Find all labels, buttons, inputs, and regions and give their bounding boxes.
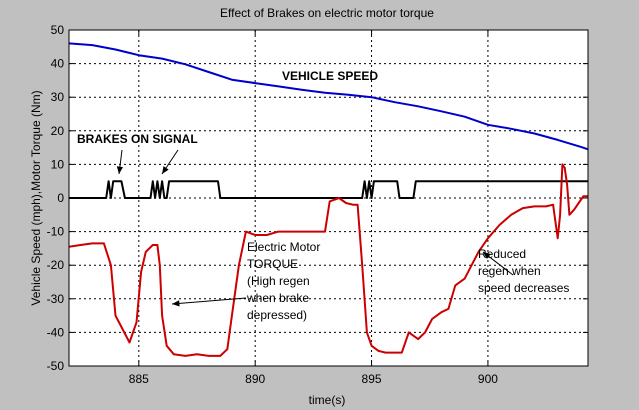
annotation-brakes: BRAKES ON SIGNAL bbox=[77, 132, 198, 146]
annotation-torque: (High regen bbox=[247, 274, 310, 288]
y-axis-label: Vehicle Speed (mph),Motor Torque (Nm) bbox=[29, 90, 43, 305]
y-tick-label: 0 bbox=[57, 191, 64, 205]
x-tick-label: 885 bbox=[129, 372, 149, 386]
y-tick-label: 50 bbox=[51, 23, 65, 37]
x-tick-label: 900 bbox=[478, 372, 498, 386]
annotation-torque: TORQUE bbox=[247, 257, 298, 271]
y-tick-label: -50 bbox=[47, 359, 65, 373]
series-line-speed bbox=[68, 42, 589, 151]
annotation-speed: VEHICLE SPEED bbox=[282, 69, 378, 83]
torque-arrow-head bbox=[172, 300, 180, 307]
y-tick-label: 40 bbox=[51, 57, 65, 71]
x-axis-label: time(s) bbox=[309, 393, 346, 407]
plot-area: 885 890 895 900 -50 -40 -30 -20 -10 0 10 20 30 40 50 VE… bbox=[47, 23, 589, 386]
chart-title: Effect of Brakes on electric motor torqu… bbox=[220, 6, 434, 20]
y-tick-label: 10 bbox=[51, 157, 65, 171]
y-tick-label: 20 bbox=[51, 124, 65, 138]
y-tick-label: 30 bbox=[51, 90, 65, 104]
y-tick-label: -40 bbox=[47, 325, 65, 339]
annotation-torque: depressed) bbox=[247, 308, 307, 322]
annotation-torque: when brake bbox=[246, 291, 309, 305]
y-tick-label: -30 bbox=[47, 292, 65, 306]
brakes-arrow-head bbox=[116, 166, 124, 174]
y-tick-label: -10 bbox=[47, 225, 65, 239]
annotation-torque: Electric Motor bbox=[247, 240, 320, 254]
annotation-reduced: speed decreases bbox=[478, 281, 569, 295]
brakes-arrow-head bbox=[162, 166, 169, 174]
series-line-brakes bbox=[69, 180, 588, 199]
torque-arrow bbox=[171, 297, 247, 305]
annotation-reduced: regen when bbox=[478, 264, 541, 278]
x-tick-label: 895 bbox=[362, 372, 382, 386]
series-line-torque bbox=[68, 163, 588, 357]
x-tick-label: 890 bbox=[245, 372, 265, 386]
y-tick-label: -20 bbox=[47, 258, 65, 272]
reduced-arrow-head bbox=[483, 252, 491, 259]
